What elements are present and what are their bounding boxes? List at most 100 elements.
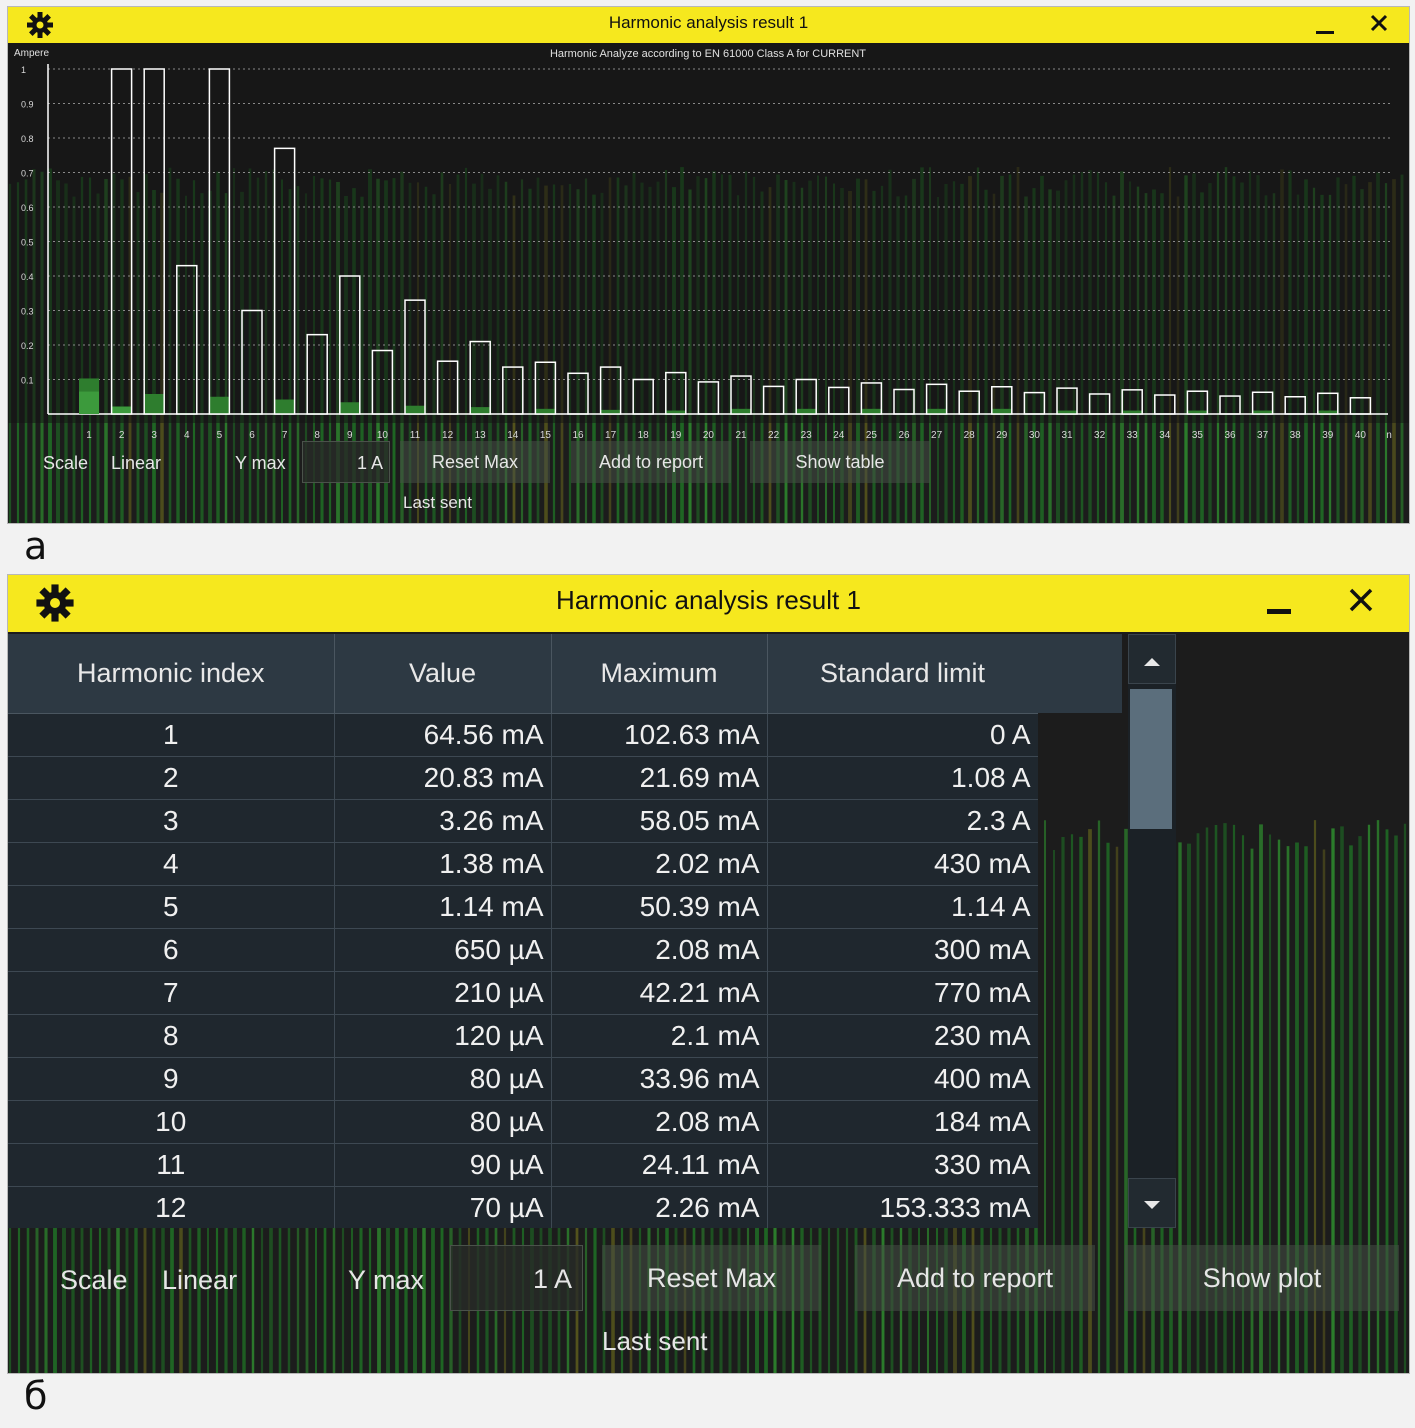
x-tick-label: 7 (282, 430, 288, 441)
x-tick-label: 37 (1257, 430, 1269, 441)
x-tick-label: 2 (119, 430, 125, 441)
standard-limit-cell: 300 mA (767, 928, 1038, 972)
vertical-scrollbar[interactable] (1128, 634, 1176, 1228)
x-tick-label: 15 (540, 430, 552, 441)
maximum-bar (274, 399, 295, 414)
limit-bar (599, 366, 622, 415)
column-header[interactable]: Maximum (551, 634, 768, 714)
x-tick-label: 1 (86, 430, 92, 441)
close-icon[interactable] (1348, 587, 1374, 613)
scroll-thumb[interactable] (1130, 689, 1172, 829)
limit-bar (1284, 396, 1306, 415)
y-tick-label: 0.4 (21, 272, 34, 282)
ymax-input[interactable]: 1 A (302, 441, 390, 483)
x-tick-label: 40 (1355, 430, 1367, 441)
table-row[interactable]: 3 3.26 mA 58.05 mA 2.3 A (8, 799, 1038, 843)
table-row[interactable]: 8 120 µA 2.1 mA 230 mA (8, 1014, 1038, 1058)
x-tick-label: 21 (735, 430, 747, 441)
table-row[interactable]: 2 20.83 mA 21.69 mA 1.08 A (8, 756, 1038, 800)
maximum-cell: 2.08 mA (551, 928, 768, 972)
table-row[interactable]: 4 1.38 mA 2.02 mA 430 mA (8, 842, 1038, 886)
reset-max-button[interactable]: Reset Max (602, 1245, 821, 1311)
limit-bar (665, 371, 687, 415)
maximum-cell: 102.63 mA (551, 713, 768, 757)
standard-limit-cell: 1.14 A (767, 885, 1038, 929)
table-row[interactable]: 6 650 µA 2.08 mA 300 mA (8, 928, 1038, 972)
limit-bar (339, 275, 361, 415)
scale-select[interactable]: Linear (162, 1265, 238, 1295)
table-row[interactable]: 5 1.14 mA 50.39 mA 1.14 A (8, 885, 1038, 929)
y-tick-label: 1 (21, 65, 26, 75)
title-bar: Harmonic analysis result 1 (8, 7, 1409, 43)
x-tick-label: 16 (572, 430, 584, 441)
minimize-icon[interactable] (1314, 17, 1336, 37)
maximum-cell: 24.11 mA (551, 1143, 768, 1187)
column-header[interactable]: Harmonic index (8, 634, 335, 714)
scroll-down-button[interactable] (1128, 1178, 1176, 1228)
table-row[interactable]: 10 80 µA 2.08 mA 184 mA (8, 1100, 1038, 1144)
table-row[interactable]: 7 210 µA 42.21 mA 770 mA (8, 971, 1038, 1015)
maximum-bar (1187, 410, 1208, 414)
value-cell: 650 µA (334, 928, 552, 972)
x-tick-label: 17 (605, 430, 617, 441)
standard-limit-cell: 184 mA (767, 1100, 1038, 1144)
limit-bar (1317, 392, 1339, 415)
limit-bar (143, 68, 165, 415)
limit-bar (241, 309, 263, 415)
harmonic-index-cell: 6 (8, 928, 335, 972)
value-cell: 80 µA (334, 1100, 552, 1144)
value-cell: 3.26 mA (334, 799, 552, 843)
maximum-cell: 42.21 mA (551, 971, 768, 1015)
maximum-cell: 50.39 mA (551, 885, 768, 929)
show-plot-button[interactable]: Show plot (1125, 1245, 1399, 1311)
minimize-icon[interactable] (1265, 593, 1295, 617)
scroll-up-button[interactable] (1128, 634, 1176, 684)
maximum-cell: 2.26 mA (551, 1186, 768, 1228)
x-tick-label: 12 (442, 430, 454, 441)
y-tick-label: 0.7 (21, 169, 34, 179)
value-cell: 80 µA (334, 1057, 552, 1101)
x-tick-label: 11 (410, 430, 421, 441)
y-tick-label: 0.6 (21, 203, 34, 213)
table-row[interactable]: 9 80 µA 33.96 mA 400 mA (8, 1057, 1038, 1101)
x-tick-label: 3 (151, 430, 157, 441)
limit-bar (795, 378, 817, 415)
add-to-report-button[interactable]: Add to report (571, 441, 731, 483)
gear-icon[interactable] (35, 583, 75, 623)
harmonic-index-cell: 7 (8, 971, 335, 1015)
scale-select[interactable]: Linear (111, 453, 162, 473)
window-title: Harmonic analysis result 1 (608, 13, 809, 32)
y-tick-label: 0.2 (21, 341, 34, 351)
table-row[interactable]: 1 64.56 mA 102.63 mA 0 A (8, 713, 1038, 757)
limit-bar (958, 390, 980, 415)
harmonic-index-cell: 3 (8, 799, 335, 843)
standard-limit-cell: 330 mA (767, 1143, 1038, 1187)
standard-limit-cell: 770 mA (767, 971, 1038, 1015)
x-tick-label: 23 (801, 430, 813, 441)
table-row[interactable]: 11 90 µA 24.11 mA 330 mA (8, 1143, 1038, 1187)
triangle-up-icon (1144, 658, 1160, 666)
y-tick-label: 0.1 (21, 376, 34, 386)
x-tick-label: 26 (898, 430, 910, 441)
reset-max-button[interactable]: Reset Max (400, 441, 550, 483)
maximum-cell: 2.08 mA (551, 1100, 768, 1144)
limit-bar (371, 349, 394, 415)
x-tick-label: 8 (314, 430, 320, 441)
limit-bar (1023, 391, 1046, 415)
x-tick-label: 27 (931, 430, 943, 441)
add-to-report-button[interactable]: Add to report (855, 1245, 1095, 1311)
show-table-button[interactable]: Show table (750, 441, 930, 483)
maximum-bar (991, 408, 1012, 414)
maximum-bar (339, 402, 360, 414)
harmonic-index-cell: 4 (8, 842, 335, 886)
x-tick-label: 9 (347, 430, 353, 441)
ymax-input[interactable]: 1 A (450, 1245, 583, 1311)
y-tick-label: 0.5 (21, 238, 34, 248)
column-header[interactable]: Standard limit (767, 634, 1038, 714)
close-icon[interactable] (1369, 13, 1389, 33)
table-row[interactable]: 12 70 µA 2.26 mA 153.333 mA (8, 1186, 1038, 1228)
column-header[interactable]: Value (334, 634, 552, 714)
limit-bar (110, 68, 133, 415)
y-tick-label: 0.3 (21, 307, 34, 317)
gear-icon[interactable] (26, 11, 54, 39)
